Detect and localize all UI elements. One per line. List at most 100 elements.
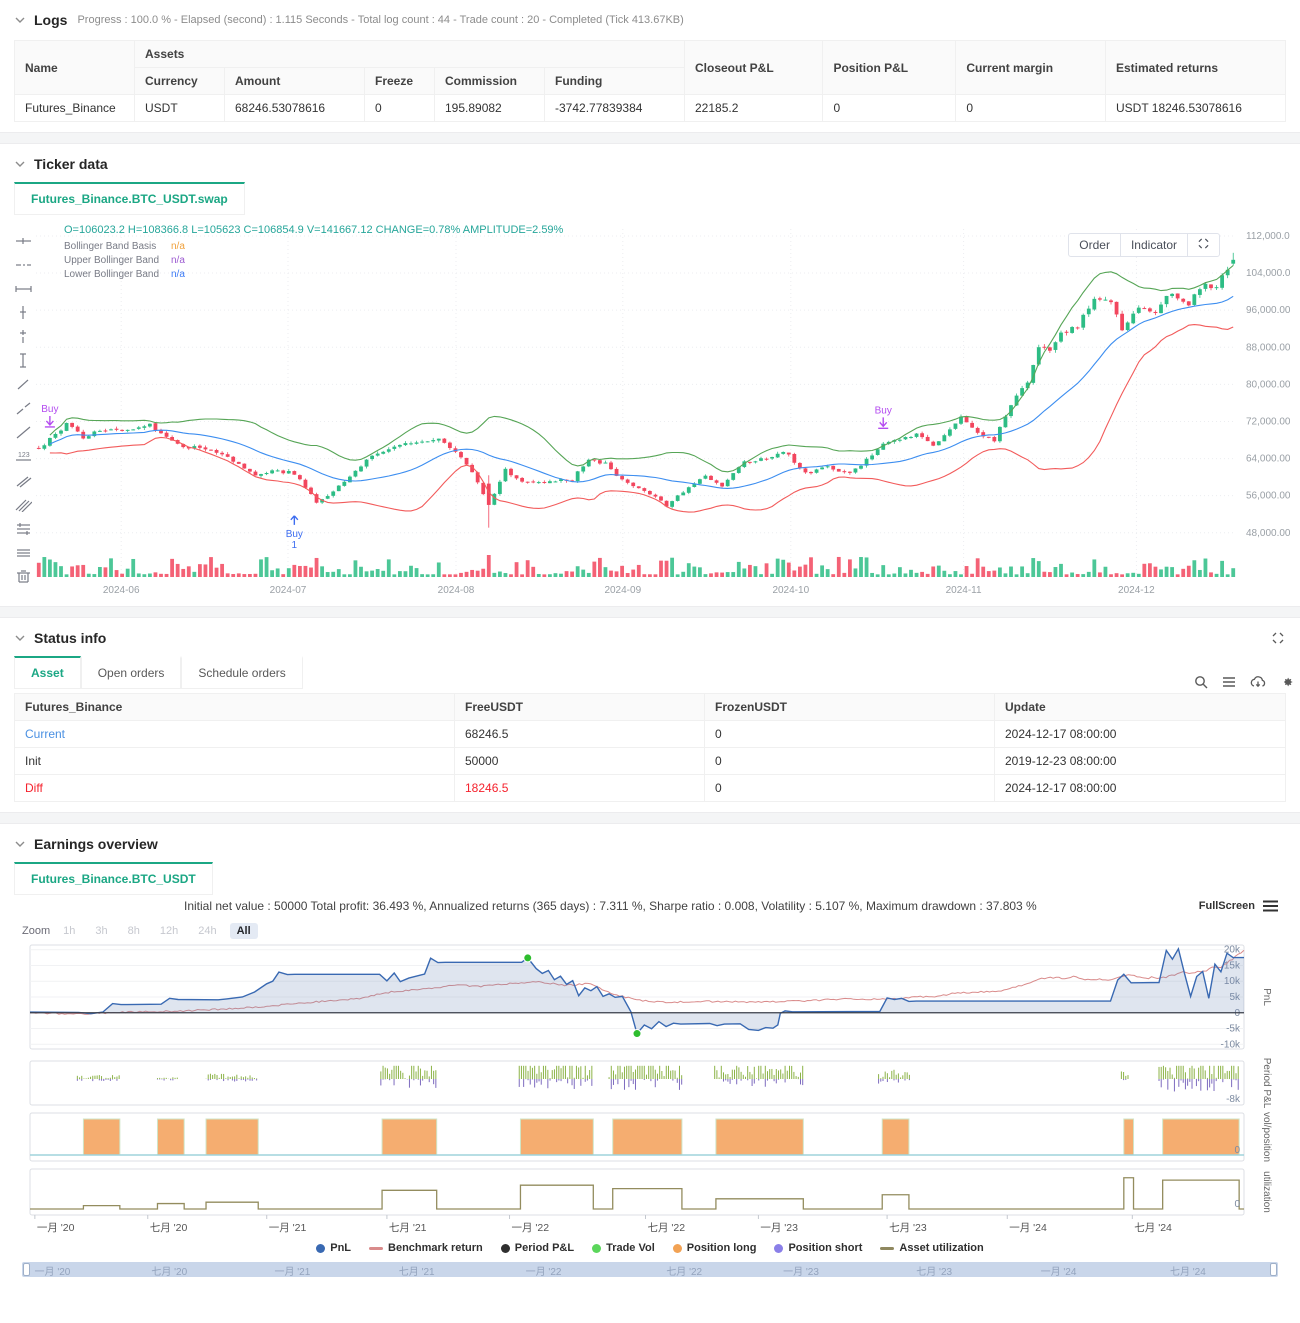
ticker-section: Ticker data Futures_Binance.BTC_USDT.swa… (0, 144, 1300, 606)
asset-position: 0 (822, 94, 957, 122)
svg-text:-8k: -8k (1226, 1094, 1241, 1105)
asset-name: Futures_Binance (14, 94, 135, 122)
gear-icon[interactable] (1280, 675, 1294, 689)
svg-text:Lower Bollinger Band: Lower Bollinger Band (64, 269, 159, 280)
svg-text:七月 '21: 七月 '21 (389, 1222, 427, 1234)
svg-text:0: 0 (1234, 1145, 1240, 1156)
svg-text:20k: 20k (1224, 945, 1241, 956)
tab-schedule-orders[interactable]: Schedule orders (181, 656, 303, 689)
parallel-lines-icon[interactable] (15, 473, 32, 488)
status-section: Status info Asset Open orders Schedule o… (0, 618, 1300, 802)
legend-item-trade-vol[interactable]: Trade Vol (592, 1242, 655, 1254)
trend-line-icon[interactable] (15, 377, 32, 392)
chart-menu-icon[interactable] (1263, 900, 1278, 912)
asset-amount: 68246.53078616 (224, 94, 365, 122)
legend-label: Position long (686, 1242, 757, 1254)
range-selector[interactable]: 一月 '20 七月 '20 一月 '21 七月 '21 一月 '22 七月 '22 一月 '… (22, 1262, 1278, 1277)
range-handle-left[interactable] (23, 1263, 30, 1276)
ruler-lines-icon[interactable] (15, 545, 32, 560)
tab-ticker-symbol[interactable]: Futures_Binance.BTC_USDT.swap (14, 182, 245, 215)
horizontal-line-icon[interactable] (15, 233, 32, 248)
tab-asset[interactable]: Asset (14, 656, 81, 689)
legend-item-position-short[interactable]: Position short (774, 1242, 862, 1254)
horizontal-segment-icon[interactable] (14, 281, 32, 296)
tab-earnings-symbol[interactable]: Futures_Binance.BTC_USDT (14, 862, 213, 895)
col-freeze: Freeze (364, 67, 435, 95)
svg-text:56,000.00: 56,000.00 (1246, 491, 1290, 502)
collapse-chevron-icon[interactable] (14, 632, 26, 644)
vertical-ray-icon[interactable] (15, 329, 32, 344)
collapse-chevron-icon[interactable] (14, 838, 26, 850)
asset-commission: 195.89082 (434, 94, 545, 122)
chart-fullscreen-icon[interactable] (1187, 234, 1219, 256)
svg-text:n/a: n/a (171, 255, 185, 266)
svg-text:Period P&L: Period P&L (1261, 1058, 1272, 1109)
hatch-lines-icon[interactable] (15, 521, 32, 536)
svg-text:2024-08: 2024-08 (438, 585, 475, 596)
status-col-name: Futures_Binance (14, 693, 455, 721)
range-label: 一月 '24 (1040, 1267, 1077, 1277)
menu-icon[interactable] (1222, 675, 1236, 689)
ticker-chart-area: 123 Order Indicator 112,000.00 104,000.00… (0, 215, 1300, 606)
zoom-button-24h: 24h (198, 925, 217, 937)
col-funding: Funding (544, 67, 685, 95)
zoom-button-1h: 1h (63, 925, 76, 937)
ray-line-icon[interactable] (15, 401, 32, 416)
fullscreen-button[interactable]: FullScreen (1198, 900, 1255, 912)
col-currency: Currency (134, 67, 225, 95)
svg-text:104,000.00: 104,000.00 (1246, 268, 1290, 279)
indicator-button[interactable]: Indicator (1119, 234, 1187, 256)
svg-text:utilization: utilization (1261, 1171, 1272, 1213)
svg-text:O=106023.2 H=108366.8 L=105623: O=106023.2 H=108366.8 L=105623 C=106854.… (64, 224, 564, 236)
legend-marker-icon (369, 1246, 384, 1250)
status-expand-icon[interactable] (1272, 632, 1284, 644)
legend-marker-icon (774, 1243, 784, 1253)
asset-freeze: 0 (364, 94, 435, 122)
tab-open-orders[interactable]: Open orders (80, 656, 182, 689)
svg-text:七月 '22: 七月 '22 (647, 1222, 685, 1234)
horizontal-ray-icon[interactable] (15, 257, 32, 272)
col-closeout: Closeout P&L (683, 40, 824, 95)
zoom-button-12h: 12h (159, 925, 179, 937)
segment-line-icon[interactable] (15, 425, 32, 440)
cloud-download-icon[interactable] (1250, 675, 1266, 689)
range-label: 一月 '21 (274, 1267, 311, 1277)
row-label[interactable]: Current (14, 720, 455, 748)
row-frozen: 0 (704, 774, 995, 802)
col-returns: Estimated returns (1105, 40, 1286, 95)
zoom-button-all[interactable]: All (229, 923, 258, 939)
search-icon[interactable] (1194, 675, 1208, 689)
col-assets-group: Assets (134, 40, 685, 68)
legend-label: Asset utilization (899, 1242, 984, 1254)
vertical-line-icon[interactable] (15, 305, 32, 320)
asset-returns: USDT 18246.53078616 (1105, 94, 1286, 122)
row-update: 2024-12-17 08:00:00 (994, 774, 1286, 802)
range-label: 七月 '20 (151, 1267, 188, 1277)
svg-text:88,000.00: 88,000.00 (1246, 342, 1290, 353)
svg-text:七月 '20: 七月 '20 (150, 1222, 188, 1234)
collapse-chevron-icon[interactable] (14, 14, 26, 26)
parallel-channel-icon[interactable] (15, 497, 32, 512)
status-col-update: Update (994, 693, 1286, 721)
collapse-chevron-icon[interactable] (14, 158, 26, 170)
drawing-toolbar: 123 (10, 219, 36, 606)
status-row-diff: Diff 18246.5 0 2024-12-17 08:00:00 (14, 774, 1286, 802)
svg-text:123: 123 (18, 452, 30, 459)
legend-item-asset-utilization[interactable]: Asset utilization (880, 1242, 984, 1254)
order-button[interactable]: Order (1079, 238, 1110, 252)
legend-item-benchmark-return[interactable]: Benchmark return (369, 1242, 483, 1254)
svg-text:Buy: Buy (875, 405, 892, 416)
price-note-icon[interactable]: 123 (15, 449, 32, 464)
row-label: Diff (14, 774, 455, 802)
range-handle-right[interactable] (1270, 1263, 1277, 1276)
range-label: 七月 '23 (916, 1267, 953, 1277)
svg-text:七月 '24: 七月 '24 (1134, 1222, 1172, 1234)
legend-item-period-p-l[interactable]: Period P&L (500, 1242, 574, 1254)
legend-item-pnl[interactable]: PnL (316, 1242, 351, 1254)
status-row-init: Init 50000 0 2019-12-23 08:00:00 (14, 747, 1286, 775)
legend-item-position-long[interactable]: Position long (672, 1242, 757, 1254)
delete-icon[interactable] (15, 569, 32, 584)
vertical-segment-icon[interactable] (15, 353, 32, 368)
candlestick-chart[interactable]: 112,000.00 104,000.00 96,000.00 88,000.00 80… (36, 219, 1296, 601)
